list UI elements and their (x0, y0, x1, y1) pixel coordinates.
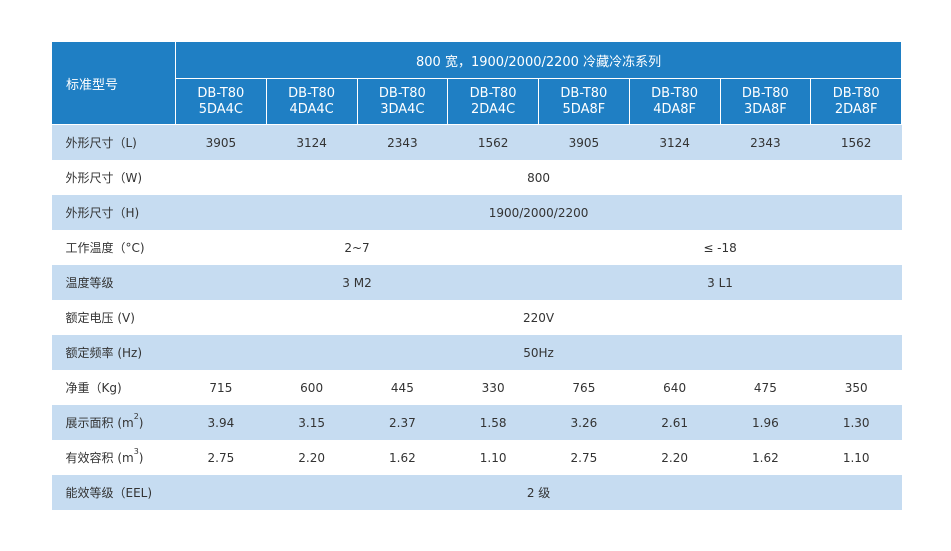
cell-value: 3.26 (538, 405, 630, 440)
cell-value: 640 (629, 370, 720, 405)
cell-value: 220V (175, 300, 902, 335)
row-label: 净重（Kg) (51, 370, 176, 405)
row-voltage: 额定电压 (V) 220V (51, 300, 902, 335)
cell-value: 1.62 (720, 440, 811, 475)
cell-value: 3124 (266, 124, 357, 160)
cell-value-freeze: ≤ -18 (538, 230, 902, 265)
cell-value: 715 (175, 370, 267, 405)
row-length: 外形尺寸（L) 3905 3124 2343 1562 3905 3124 23… (51, 124, 902, 160)
cell-value: 1.10 (810, 440, 902, 475)
model-header: DB-T80 5DA4C (175, 78, 267, 125)
model-header: DB-T80 5DA8F (538, 78, 630, 125)
row-label: 额定电压 (V) (51, 300, 176, 335)
cell-value: 1900/2000/2200 (175, 195, 902, 230)
cell-value: 2.75 (538, 440, 630, 475)
cell-value: 2.61 (629, 405, 720, 440)
spec-table-container: 标准型号 800 宽，1900/2000/2200 冷藏冷冻系列 DB-T80 5… (51, 40, 903, 510)
cell-value: 1.10 (447, 440, 539, 475)
row-label: 工作温度（°C) (51, 230, 176, 265)
cell-value: 2 级 (175, 475, 902, 510)
cell-value: 2.75 (175, 440, 267, 475)
series-title: 800 宽，1900/2000/2200 冷藏冷冻系列 (174, 40, 903, 80)
cell-value-freeze: 3 L1 (538, 265, 902, 300)
cell-value: 1.62 (357, 440, 448, 475)
row-volume: 有效容积 (m3) 2.75 2.20 1.62 1.10 2.75 2.20 … (51, 440, 902, 475)
row-label: 外形尺寸（H) (51, 195, 176, 230)
cell-value: 2.37 (357, 405, 448, 440)
cell-value: 1.96 (720, 405, 811, 440)
cell-value: 600 (266, 370, 357, 405)
cell-value: 50Hz (175, 335, 902, 370)
row-energy: 能效等级（EEL) 2 级 (51, 475, 902, 510)
corner-header: 标准型号 (51, 41, 176, 125)
cell-value: 765 (538, 370, 630, 405)
cell-value: 1.58 (447, 405, 539, 440)
model-header-row: DB-T80 5DA4C DB-T80 4DA4C DB-T80 3DA4C DB-T… (52, 78, 903, 125)
model-header: DB-T80 3DA4C (356, 78, 449, 125)
row-width: 外形尺寸（W) 800 (51, 160, 902, 195)
model-header: DB-T80 3DA8F (719, 78, 812, 125)
model-header: DB-T80 4DA8F (628, 78, 721, 125)
row-temperature: 工作温度（°C) 2~7 ≤ -18 (51, 230, 902, 265)
row-label: 温度等级 (51, 265, 176, 300)
row-display-area: 展示面积 (m2) 3.94 3.15 2.37 1.58 3.26 2.61 … (51, 405, 902, 440)
cell-value: 2.20 (266, 440, 357, 475)
model-header: DB-T80 2DA4C (447, 78, 539, 125)
cell-value-chill: 3 M2 (175, 265, 539, 300)
cell-value: 3905 (175, 124, 267, 160)
cell-value: 2343 (357, 124, 448, 160)
cell-value: 1.30 (810, 405, 902, 440)
cell-value: 475 (720, 370, 811, 405)
model-header: DB-T80 2DA8F (810, 78, 903, 125)
cell-value: 2.20 (629, 440, 720, 475)
cell-value: 3.15 (266, 405, 357, 440)
cell-value: 1562 (810, 124, 902, 160)
cell-value: 800 (175, 160, 902, 195)
row-net-weight: 净重（Kg) 715 600 445 330 765 640 475 350 (51, 370, 902, 405)
row-label: 外形尺寸（L) (51, 124, 176, 160)
row-label: 能效等级（EEL) (51, 475, 176, 510)
row-height: 外形尺寸（H) 1900/2000/2200 (51, 195, 902, 230)
cell-value: 3.94 (175, 405, 267, 440)
spec-table: 标准型号 800 宽，1900/2000/2200 冷藏冷冻系列 DB-T80 5… (51, 40, 903, 510)
cell-value-chill: 2~7 (175, 230, 539, 265)
row-label: 外形尺寸（W) (51, 160, 176, 195)
cell-value: 3905 (538, 124, 630, 160)
row-label: 额定频率 (Hz) (51, 335, 176, 370)
cell-value: 2343 (720, 124, 811, 160)
model-header: DB-T80 4DA4C (265, 78, 358, 125)
cell-value: 350 (810, 370, 902, 405)
cell-value: 1562 (447, 124, 539, 160)
cell-value: 3124 (629, 124, 720, 160)
cell-value: 445 (357, 370, 448, 405)
row-temp-class: 温度等级 3 M2 3 L1 (51, 265, 902, 300)
row-label: 有效容积 (m3) (51, 440, 176, 475)
row-frequency: 额定频率 (Hz) 50Hz (51, 335, 902, 370)
cell-value: 330 (447, 370, 539, 405)
row-label: 展示面积 (m2) (51, 405, 176, 440)
